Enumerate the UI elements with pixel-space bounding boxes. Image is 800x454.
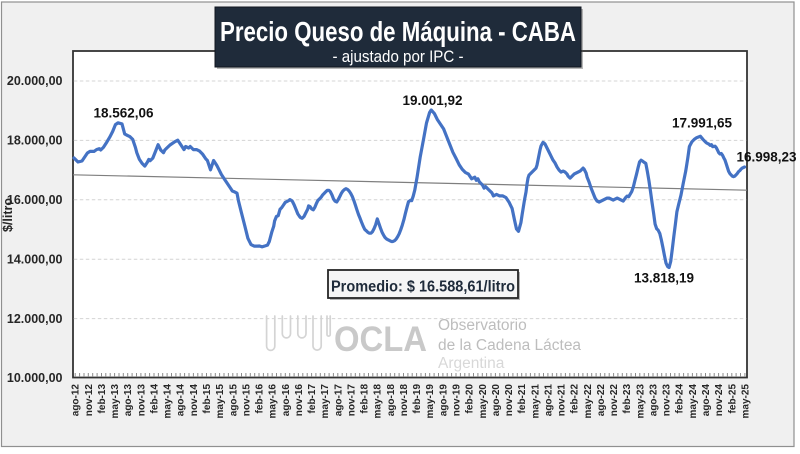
svg-text:nov-13: nov-13 — [136, 384, 147, 417]
svg-text:feb-15: feb-15 — [202, 384, 213, 414]
svg-text:13.818,19: 13.818,19 — [634, 271, 694, 286]
svg-text:may-22: may-22 — [583, 384, 594, 419]
svg-text:feb-18: feb-18 — [360, 384, 371, 414]
svg-text:ago-22: ago-22 — [596, 384, 607, 417]
svg-text:16.000,00: 16.000,00 — [7, 193, 63, 207]
svg-text:18.000,00: 18.000,00 — [7, 134, 63, 148]
svg-text:feb-19: feb-19 — [412, 384, 423, 414]
svg-text:ago-20: ago-20 — [491, 384, 502, 417]
svg-text:ago-13: ago-13 — [123, 384, 134, 417]
svg-text:may-18: may-18 — [373, 384, 384, 419]
svg-text:nov-16: nov-16 — [294, 384, 305, 417]
svg-text:feb-24: feb-24 — [675, 384, 686, 414]
svg-text:feb-21: feb-21 — [517, 384, 528, 414]
svg-text:Observatorio: Observatorio — [438, 317, 527, 334]
svg-text:feb-25: feb-25 — [727, 384, 738, 414]
svg-text:nov-22: nov-22 — [609, 384, 620, 417]
svg-text:14.000,00: 14.000,00 — [7, 252, 63, 266]
svg-text:nov-14: nov-14 — [189, 384, 200, 417]
svg-text:nov-21: nov-21 — [557, 384, 568, 417]
svg-text:nov-18: nov-18 — [399, 384, 410, 417]
svg-text:$/litro: $/litro — [1, 198, 15, 232]
svg-text:ago-12: ago-12 — [71, 384, 82, 417]
svg-text:may-25: may-25 — [740, 384, 751, 419]
svg-text:may-13: may-13 — [110, 384, 121, 419]
svg-text:18.562,06: 18.562,06 — [93, 106, 154, 121]
svg-text:nov-23: nov-23 — [662, 384, 673, 417]
svg-text:feb-14: feb-14 — [150, 384, 161, 414]
svg-text:feb-17: feb-17 — [307, 384, 318, 414]
svg-text:10.000,00: 10.000,00 — [7, 371, 63, 385]
svg-text:may-23: may-23 — [635, 384, 646, 419]
svg-text:may-24: may-24 — [688, 384, 699, 419]
svg-text:nov-12: nov-12 — [84, 384, 95, 417]
svg-text:ago-21: ago-21 — [543, 384, 554, 417]
svg-text:nov-20: nov-20 — [504, 384, 515, 417]
svg-text:ago-24: ago-24 — [701, 384, 712, 417]
svg-text:ago-14: ago-14 — [176, 384, 187, 417]
svg-text:ago-17: ago-17 — [333, 384, 344, 417]
svg-text:ago-15: ago-15 — [228, 384, 239, 417]
svg-text:12.000,00: 12.000,00 — [7, 312, 63, 326]
svg-text:feb-16: feb-16 — [255, 384, 266, 414]
svg-text:17.991,65: 17.991,65 — [672, 116, 733, 131]
svg-text:nov-24: nov-24 — [714, 384, 725, 417]
svg-text:feb-23: feb-23 — [622, 384, 633, 414]
svg-text:- ajustado por IPC -: - ajustado por IPC - — [333, 48, 464, 66]
svg-text:nov-15: nov-15 — [241, 384, 252, 417]
svg-text:feb-20: feb-20 — [465, 384, 476, 414]
svg-text:nov-17: nov-17 — [347, 384, 358, 417]
svg-text:Precio Queso de Máquina - CABA: Precio Queso de Máquina - CABA — [220, 16, 576, 47]
svg-text:16.998,23: 16.998,23 — [736, 150, 797, 165]
svg-text:Promedio: $ 16.588,61/litro: Promedio: $ 16.588,61/litro — [331, 279, 515, 296]
svg-text:may-15: may-15 — [215, 384, 226, 419]
svg-text:ago-23: ago-23 — [649, 384, 660, 417]
svg-text:feb-13: feb-13 — [97, 384, 108, 414]
svg-text:OCLA: OCLA — [334, 320, 427, 359]
svg-text:ago-16: ago-16 — [281, 384, 292, 417]
svg-text:nov-19: nov-19 — [452, 384, 463, 417]
svg-text:may-14: may-14 — [163, 384, 174, 419]
svg-text:19.001,92: 19.001,92 — [402, 93, 462, 108]
svg-text:ago-18: ago-18 — [386, 384, 397, 417]
svg-text:feb-22: feb-22 — [570, 384, 581, 414]
svg-text:ago-19: ago-19 — [438, 384, 449, 417]
svg-text:may-17: may-17 — [320, 384, 331, 419]
svg-text:may-20: may-20 — [478, 384, 489, 419]
svg-text:20.000,00: 20.000,00 — [7, 74, 63, 88]
svg-text:may-21: may-21 — [530, 384, 541, 419]
svg-text:de la Cadena Láctea: de la Cadena Láctea — [438, 337, 581, 354]
svg-text:may-16: may-16 — [268, 384, 279, 419]
svg-text:may-19: may-19 — [425, 384, 436, 419]
svg-text:Argentina: Argentina — [438, 355, 505, 372]
